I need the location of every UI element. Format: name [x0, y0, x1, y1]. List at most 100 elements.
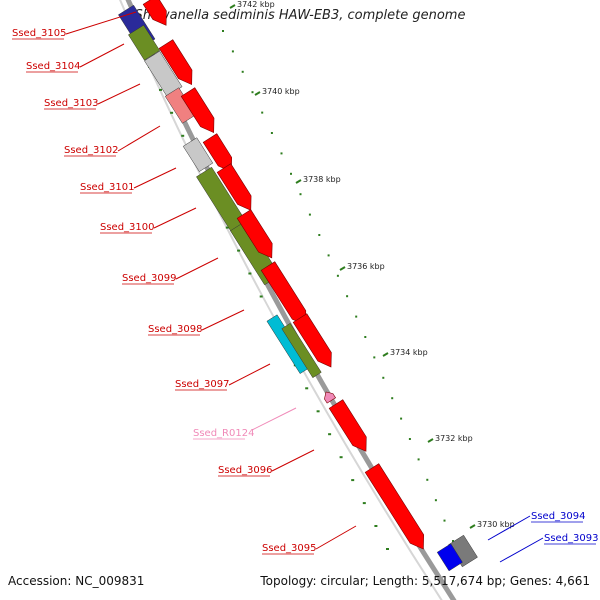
- scale-dot: [443, 519, 446, 522]
- leader-gR0124: [251, 407, 297, 431]
- leader-g3097: [228, 363, 271, 386]
- leader-g3103: [97, 83, 141, 105]
- cds-arrow-3105[interactable]: [142, 0, 167, 26]
- scale-dot: [434, 499, 437, 502]
- leader-g3101: [133, 167, 177, 189]
- scale-dot: [452, 540, 454, 542]
- cog-block-3098[interactable]: [281, 322, 322, 379]
- scale-dot: [308, 213, 311, 216]
- cds-arrow-3100[interactable]: [236, 209, 273, 259]
- scale-dot: [346, 295, 349, 298]
- gene-label-g3102[interactable]: Ssed_3102: [64, 145, 119, 156]
- major-tick: [382, 352, 389, 357]
- leader-g3095: [315, 525, 357, 550]
- gene-label-g3105[interactable]: Ssed_3105: [12, 28, 67, 39]
- leader-g3099: [175, 257, 219, 280]
- leader-g3105: [65, 11, 137, 35]
- kbp-label: 3732 kbp: [435, 434, 473, 443]
- inner-dot: [316, 410, 320, 413]
- inner-dot: [237, 249, 241, 252]
- cds-arrow-3095[interactable]: [364, 463, 425, 550]
- scale-dot: [280, 152, 283, 155]
- cog-block-3104[interactable]: [128, 24, 161, 61]
- cds-block-3094[interactable]: [436, 543, 463, 572]
- scale-dot: [327, 254, 330, 257]
- scale-dot: [373, 356, 376, 359]
- leader-g3104: [79, 43, 125, 68]
- cds-track: [142, 0, 463, 572]
- major-tick: [229, 4, 236, 9]
- gene-labels: Ssed_3105 Ssed_3104 Ssed_3103 Ssed_3102 Ssed…: [12, 28, 599, 554]
- inner-dot: [351, 479, 355, 482]
- scale-dot: [270, 132, 273, 134]
- leader-g3102: [117, 125, 161, 152]
- major-tick: [339, 266, 346, 271]
- map-title: Shewanella sediminis HAW-EB3, complete g…: [134, 8, 466, 23]
- genome-summary: Topology: circular; Length: 5,517,674 bp…: [260, 574, 590, 588]
- gene-label-g3100[interactable]: Ssed_3100: [100, 222, 155, 233]
- gene-label-gR0124[interactable]: Ssed_R0124: [193, 428, 254, 439]
- kbp-ticks: 3742 kbp 3740 kbp 3738 kbp 3736 kbp 3734 kbp…: [126, 0, 515, 550]
- cds-arrow-3103[interactable]: [180, 87, 215, 134]
- cds-arrow-3098[interactable]: [292, 313, 332, 368]
- gene-label-g3094[interactable]: Ssed_3094: [531, 511, 586, 522]
- gene-label-g3097[interactable]: Ssed_3097: [175, 379, 230, 390]
- scale-dot: [241, 70, 244, 73]
- cog-block-3101[interactable]: [182, 137, 214, 172]
- cog-track: [118, 4, 478, 568]
- major-tick: [427, 438, 434, 443]
- leader-g3094: [487, 515, 531, 541]
- gene-label-g3099[interactable]: Ssed_3099: [122, 273, 177, 284]
- major-tick: [295, 179, 302, 184]
- scale-dot: [318, 234, 321, 236]
- inner-dot: [328, 433, 332, 436]
- gene-label-g3098[interactable]: Ssed_3098: [148, 324, 203, 335]
- inner-dot: [248, 272, 252, 275]
- accession-text: Accession: NC_009831: [8, 574, 145, 588]
- gene-label-g3096[interactable]: Ssed_3096: [218, 465, 273, 476]
- gene-label-g3095[interactable]: Ssed_3095: [262, 543, 317, 554]
- gene-label-g3103[interactable]: Ssed_3103: [44, 98, 99, 109]
- cds-arrow-3104[interactable]: [158, 39, 193, 86]
- scale-dot: [364, 336, 367, 338]
- scale-dot: [336, 274, 339, 277]
- scale-dot: [231, 50, 234, 53]
- scale-dot: [408, 438, 411, 440]
- major-tick: [254, 91, 261, 96]
- inner-dot: [259, 295, 263, 298]
- backbone-inner: [119, 0, 443, 600]
- cog-block-3103a[interactable]: [144, 50, 183, 97]
- cds-arrow-3101[interactable]: [216, 163, 252, 211]
- scale-dot: [251, 91, 254, 94]
- gene-label-g3093[interactable]: Ssed_3093: [544, 533, 599, 544]
- leader-g3096: [271, 449, 315, 472]
- inner-dot: [386, 548, 389, 550]
- inner-dot: [305, 387, 309, 390]
- kbp-label: 3738 kbp: [303, 175, 341, 184]
- kbp-label: 3736 kbp: [347, 262, 385, 271]
- kbp-label: 3742 kbp: [237, 0, 275, 9]
- inner-dot: [181, 134, 185, 137]
- inner-dot: [225, 226, 229, 229]
- gene-label-g3101[interactable]: Ssed_3101: [80, 182, 135, 193]
- rna-arrow-R0124[interactable]: [324, 391, 337, 404]
- inner-dot: [362, 502, 366, 505]
- scale-dot: [426, 478, 429, 481]
- scale-dot: [400, 417, 403, 420]
- scale-dot: [299, 193, 302, 196]
- label-leaders: [12, 11, 596, 563]
- inner-dot: [374, 525, 378, 527]
- major-tick: [469, 524, 476, 529]
- leader-g3100: [153, 207, 197, 229]
- cds-arrow-3096[interactable]: [328, 399, 367, 452]
- kbp-label: 3734 kbp: [390, 348, 428, 357]
- scale-dot: [391, 397, 394, 400]
- leader-g3098: [201, 309, 245, 331]
- scale-dot: [222, 30, 224, 32]
- scale-dot: [261, 111, 264, 114]
- kbp-label: 3730 kbp: [477, 520, 515, 529]
- scale-dot: [355, 315, 358, 318]
- inner-dot: [159, 88, 162, 91]
- gene-label-g3104[interactable]: Ssed_3104: [26, 61, 81, 72]
